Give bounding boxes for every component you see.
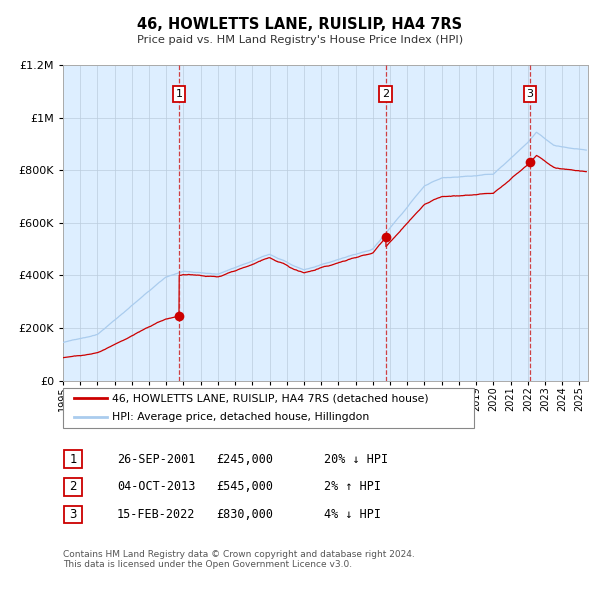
Text: 46, HOWLETTS LANE, RUISLIP, HA4 7RS: 46, HOWLETTS LANE, RUISLIP, HA4 7RS — [137, 17, 463, 32]
Text: 15-FEB-2022: 15-FEB-2022 — [117, 508, 196, 521]
Text: 2: 2 — [382, 89, 389, 99]
Text: 26-SEP-2001: 26-SEP-2001 — [117, 453, 196, 466]
Text: 1: 1 — [70, 453, 77, 466]
Text: 2% ↑ HPI: 2% ↑ HPI — [324, 480, 381, 493]
Text: Price paid vs. HM Land Registry's House Price Index (HPI): Price paid vs. HM Land Registry's House … — [137, 35, 463, 44]
Text: 20% ↓ HPI: 20% ↓ HPI — [324, 453, 388, 466]
Text: 1: 1 — [175, 89, 182, 99]
Text: £245,000: £245,000 — [216, 453, 273, 466]
Text: 04-OCT-2013: 04-OCT-2013 — [117, 480, 196, 493]
Text: £545,000: £545,000 — [216, 480, 273, 493]
Text: 3: 3 — [70, 508, 77, 521]
Text: Contains HM Land Registry data © Crown copyright and database right 2024.
This d: Contains HM Land Registry data © Crown c… — [63, 550, 415, 569]
Text: 46, HOWLETTS LANE, RUISLIP, HA4 7RS (detached house): 46, HOWLETTS LANE, RUISLIP, HA4 7RS (det… — [112, 394, 428, 404]
Text: 4% ↓ HPI: 4% ↓ HPI — [324, 508, 381, 521]
Text: 3: 3 — [526, 89, 533, 99]
Text: HPI: Average price, detached house, Hillingdon: HPI: Average price, detached house, Hill… — [112, 412, 369, 422]
Text: £830,000: £830,000 — [216, 508, 273, 521]
Text: 2: 2 — [70, 480, 77, 493]
